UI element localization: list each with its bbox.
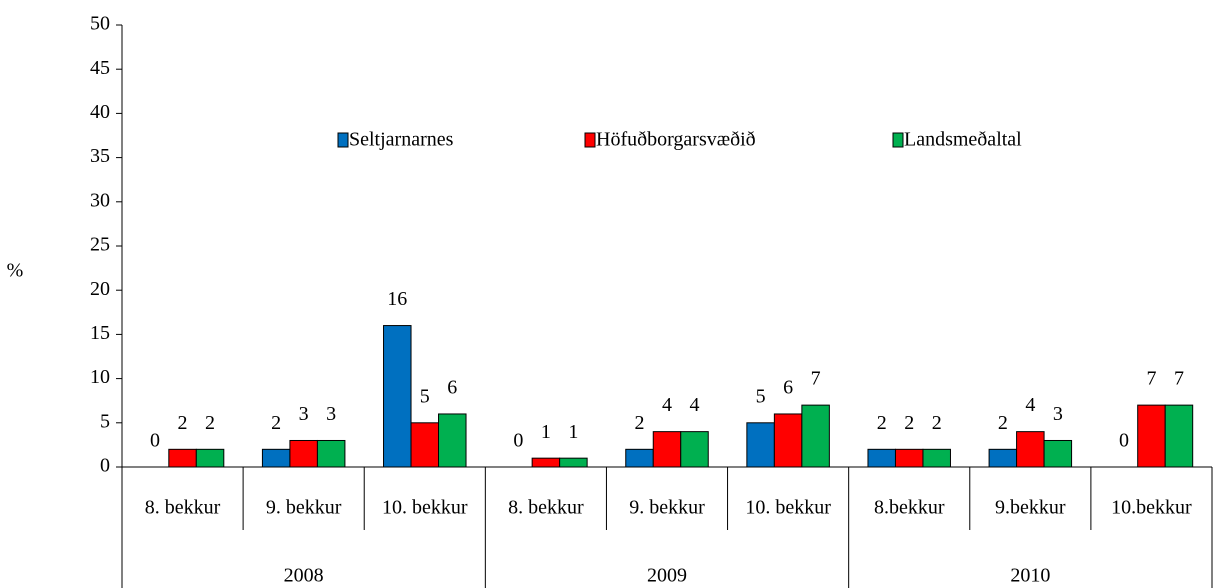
data-label: 7 (1146, 368, 1156, 390)
legend-label: Höfuðborgarsvæðið (596, 129, 756, 151)
data-label: 6 (447, 377, 457, 399)
data-label: 2 (877, 412, 887, 434)
data-label: 1 (568, 421, 578, 443)
bar (316, 439, 346, 468)
data-label: 4 (662, 394, 672, 416)
bar (531, 457, 561, 468)
group-label: 2009 (647, 565, 687, 587)
bar (746, 422, 775, 468)
data-label: 2 (271, 412, 281, 434)
bar (867, 448, 896, 468)
bar (1043, 439, 1073, 468)
x-tick-label: 10.bekkur (1111, 497, 1192, 519)
legend-label: Landsmeðaltal (904, 129, 1022, 151)
bar (410, 422, 440, 468)
bar (894, 448, 924, 468)
data-label: 4 (1025, 394, 1035, 416)
bar (801, 404, 830, 468)
data-label: 2 (205, 412, 215, 434)
bar (195, 448, 225, 468)
data-label: 7 (1174, 368, 1184, 390)
data-label: 5 (420, 385, 430, 407)
data-label: 2 (998, 412, 1008, 434)
bar (383, 325, 412, 468)
x-tick-label: 10. bekkur (745, 497, 831, 519)
x-tick-label: 8. bekkur (145, 497, 221, 519)
x-tick-label: 9. bekkur (266, 497, 342, 519)
y-tick-label: 5 (100, 410, 110, 432)
data-label: 0 (513, 430, 523, 452)
bar (922, 448, 951, 468)
data-label: 16 (387, 288, 407, 310)
data-label: 3 (326, 403, 336, 425)
data-label: 0 (150, 430, 160, 452)
data-label: 4 (690, 394, 700, 416)
legend-label: Seltjarnarnes (349, 129, 454, 151)
x-tick-label: 10. bekkur (382, 497, 468, 519)
data-label: 2 (178, 412, 188, 434)
y-tick-label: 10 (90, 366, 110, 388)
x-tick-label: 8.bekkur (874, 497, 945, 519)
data-label: 2 (932, 412, 942, 434)
x-tick-label: 9. bekkur (629, 497, 705, 519)
y-tick-label: 35 (90, 145, 110, 167)
x-tick-label: 9.bekkur (995, 497, 1066, 519)
data-label: 2 (904, 412, 914, 434)
y-tick-label: 30 (90, 189, 110, 211)
group-label: 2010 (1010, 565, 1050, 587)
bar (559, 457, 588, 468)
data-label: 6 (783, 377, 793, 399)
bar (773, 413, 803, 468)
y-tick-label: 40 (90, 101, 110, 123)
bar (680, 431, 709, 468)
y-tick-label: 20 (90, 278, 110, 300)
bar (289, 439, 318, 468)
legend-swatch (584, 132, 596, 148)
legend-swatch (892, 132, 904, 148)
bar (1016, 431, 1045, 468)
bar (261, 448, 291, 468)
legend-swatch (337, 132, 349, 148)
y-tick-label: 45 (90, 57, 110, 79)
data-label: 1 (541, 421, 551, 443)
bar (625, 448, 654, 468)
data-label: 3 (299, 403, 309, 425)
data-label: 7 (811, 368, 821, 390)
data-label: 5 (756, 385, 766, 407)
y-tick-label: 15 (90, 322, 110, 344)
bar (168, 448, 197, 468)
y-tick-label: 0 (100, 455, 110, 477)
y-axis-label: % (7, 260, 24, 282)
y-tick-label: 25 (90, 234, 110, 256)
bar (988, 448, 1018, 468)
data-label: 0 (1119, 430, 1129, 452)
bar (652, 431, 682, 468)
y-tick-label: 50 (90, 13, 110, 35)
bar (1164, 404, 1194, 468)
data-label: 3 (1053, 403, 1063, 425)
x-tick-label: 8. bekkur (508, 497, 584, 519)
data-label: 2 (635, 412, 645, 434)
group-label: 2008 (284, 565, 324, 587)
bar (438, 413, 467, 468)
bar (1137, 404, 1166, 468)
